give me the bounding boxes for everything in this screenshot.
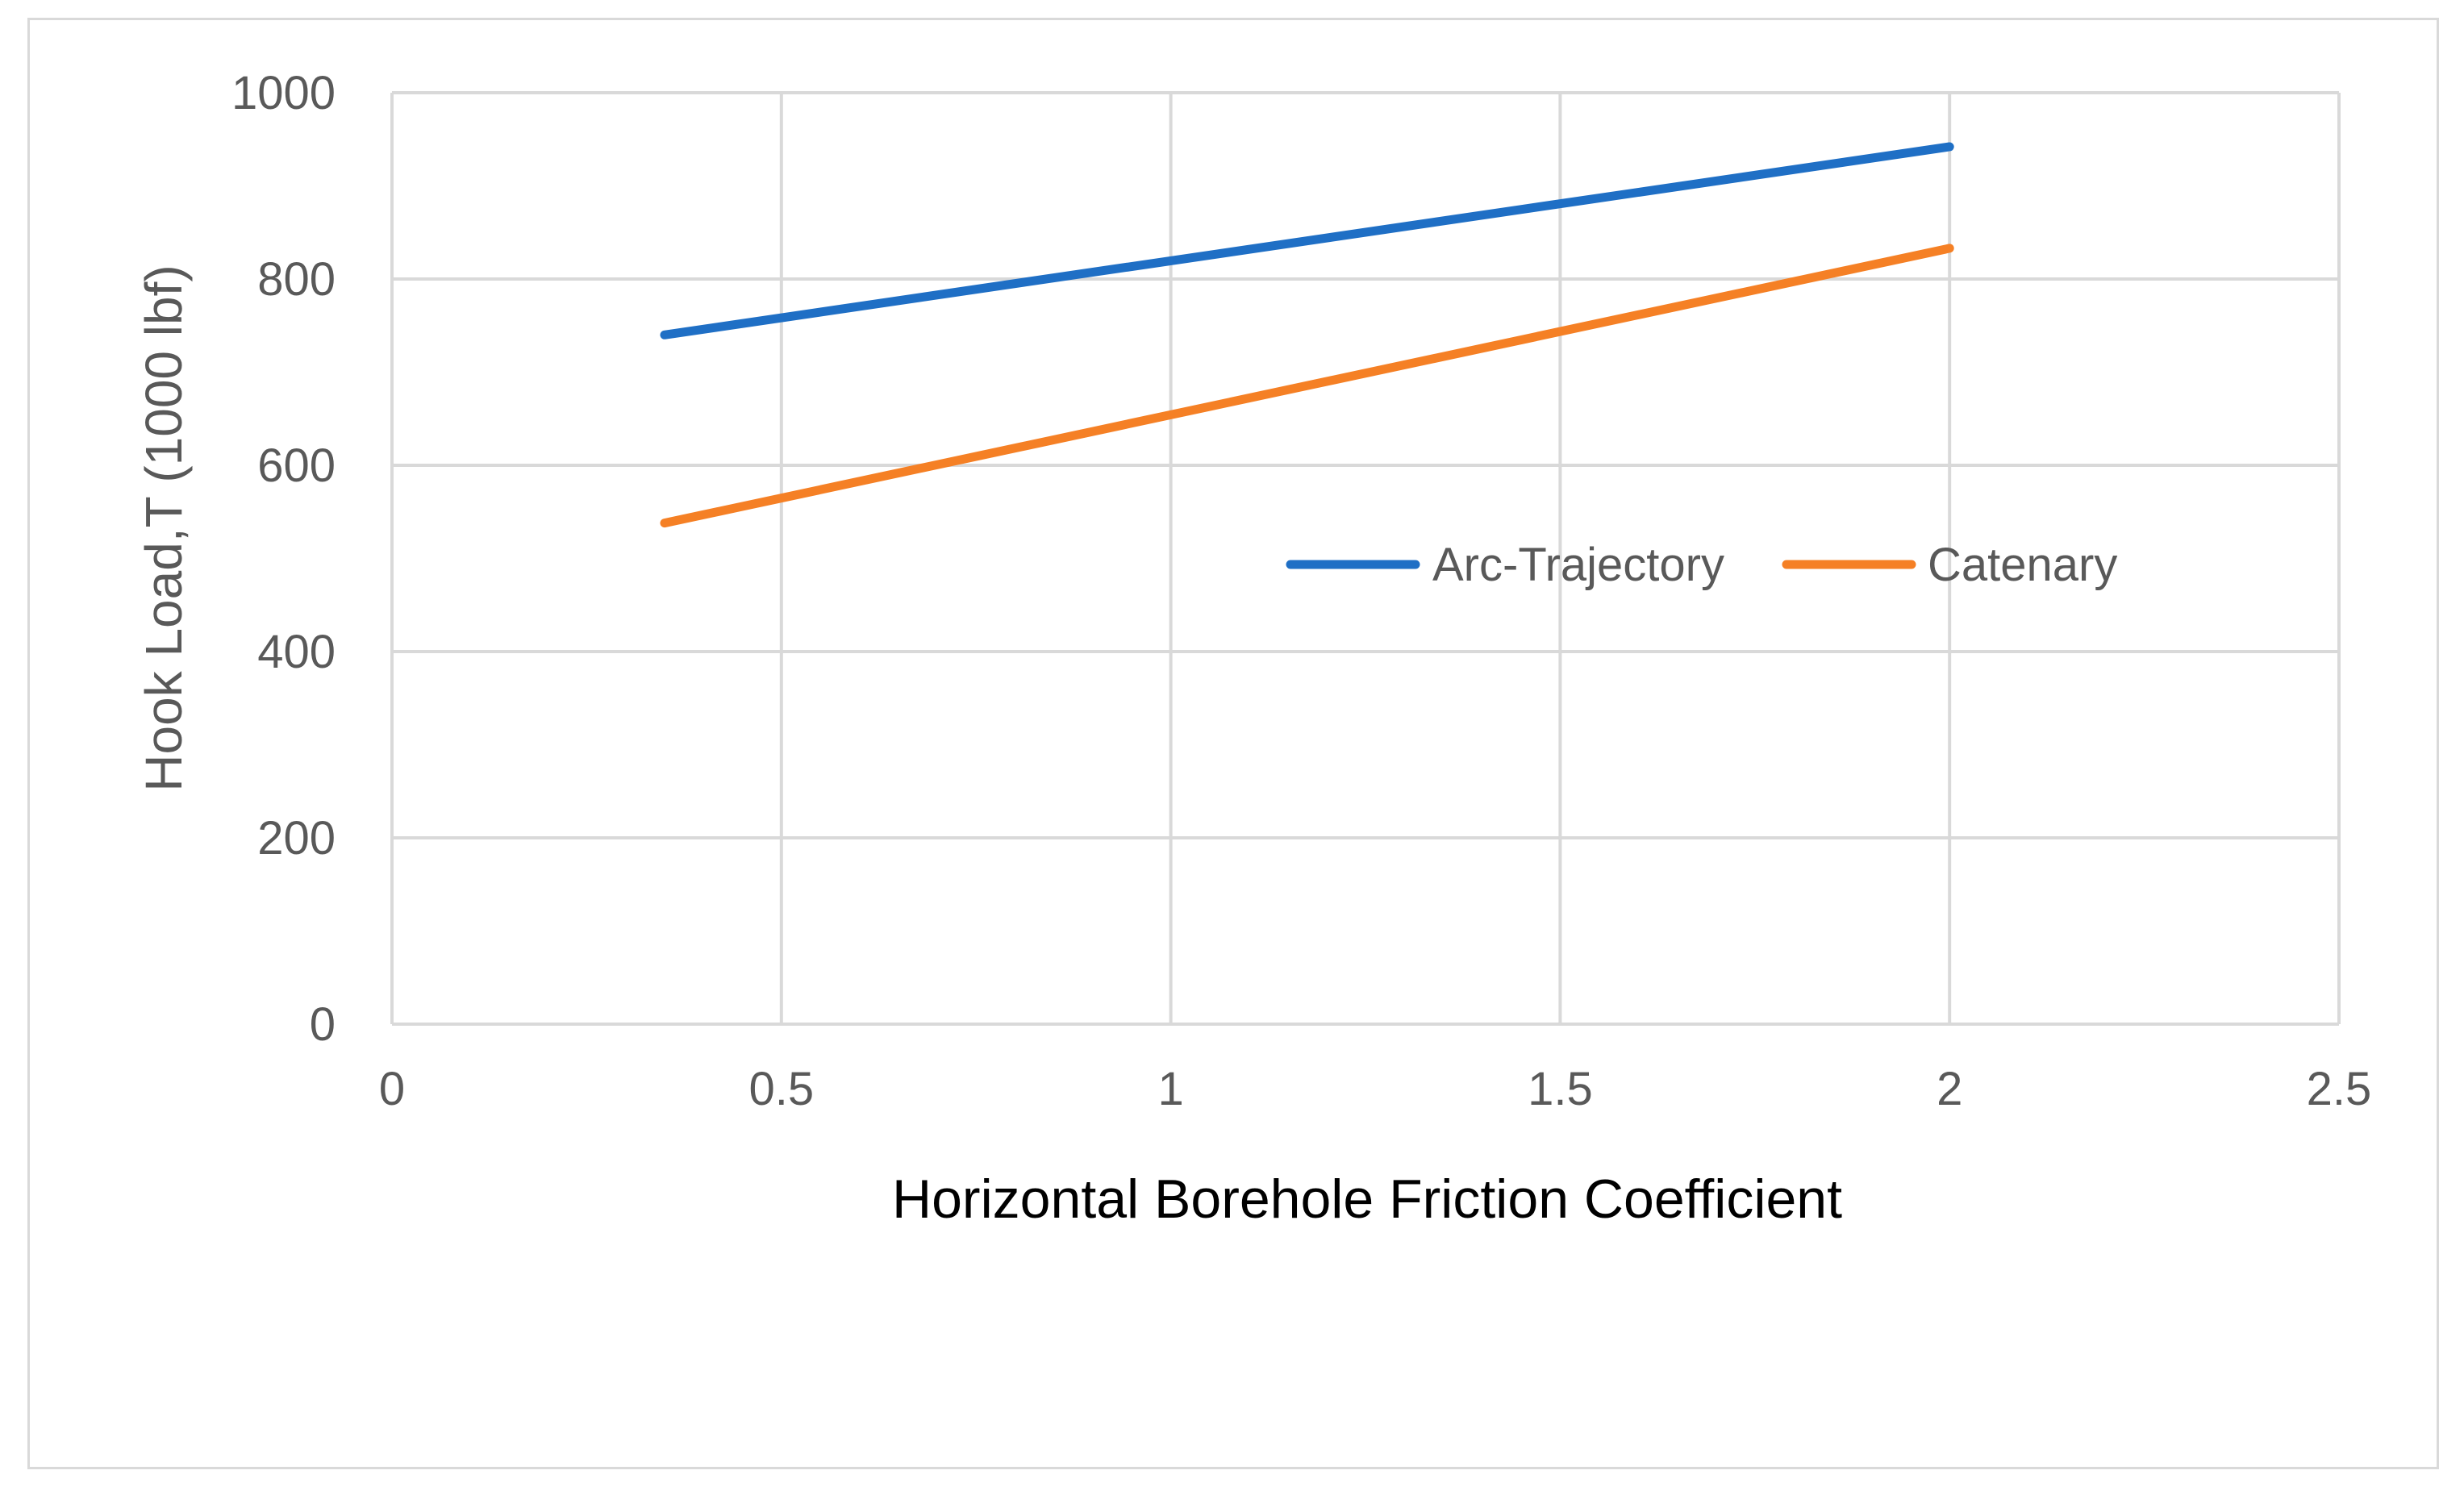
series-line-catenary [660,244,1954,528]
legend-label-catenary: Catenary [1928,539,2117,591]
x-tick-label: 1.5 [1528,1063,1593,1115]
y-tick-label: 0 [310,998,336,1051]
series-lines [660,142,1954,528]
y-axis-title: Hook Load,T (1000 lbf) [135,264,193,791]
x-axis-title: Horizontal Borehole Friction Coefficient [892,1168,1842,1230]
y-tick-label: 800 [257,253,336,306]
legend-label-arc-trajectory: Arc-Trajectory [1432,539,1724,591]
x-tick-label: 0 [379,1063,405,1115]
x-tick-label: 1 [1157,1063,1183,1115]
y-tick-label: 1000 [231,67,336,119]
x-tick-label: 2.5 [2307,1063,2372,1115]
gridlines [390,91,2341,1026]
x-tick-label: 0.5 [748,1063,814,1115]
y-tick-label: 400 [257,626,336,678]
y-tick-label: 600 [257,439,336,492]
series-line-arc-trajectory [660,142,1954,339]
y-axis-ticks: 0 200 400 600 800 1000 [231,67,336,1051]
chart-frame [27,18,2439,1469]
legend: Arc-Trajectory Catenary [1286,539,2117,591]
x-tick-label: 2 [1937,1063,1962,1115]
x-axis-ticks: 0 0.5 1 1.5 2 2.5 [379,1063,2371,1115]
y-tick-label: 200 [257,812,336,864]
